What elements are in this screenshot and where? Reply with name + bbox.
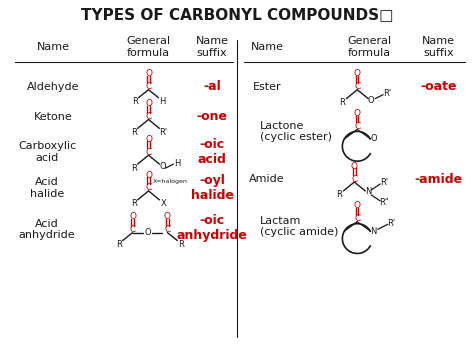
Text: C: C [354,122,360,131]
Text: Ester: Ester [253,82,281,92]
Text: -oic
anhydride: -oic anhydride [177,214,247,242]
Text: O: O [371,134,377,143]
Text: H: H [159,97,165,106]
Text: R: R [131,199,137,208]
Text: O: O [145,69,152,78]
Text: O: O [145,171,152,179]
Text: R': R' [380,178,388,187]
Text: Ketone: Ketone [34,111,73,122]
Text: C: C [146,183,152,193]
Text: Name
suffix: Name suffix [196,36,228,58]
Text: Acid
anhydride: Acid anhydride [19,219,75,241]
Text: -amide: -amide [415,173,463,186]
Text: O: O [351,162,358,171]
Text: R: R [116,240,122,249]
Text: O: O [164,212,171,221]
Text: General
formula: General formula [347,36,391,58]
Text: H: H [174,159,181,168]
Text: TYPES OF CARBONYL COMPOUNDS□: TYPES OF CARBONYL COMPOUNDS□ [81,7,393,22]
Text: Lactone
(cyclic ester): Lactone (cyclic ester) [260,120,332,142]
Text: R': R' [383,89,391,98]
Text: C: C [129,225,136,234]
Text: R: R [131,128,137,137]
Text: O: O [354,69,361,78]
Text: R': R' [159,128,167,137]
Text: X=halogen: X=halogen [153,178,188,183]
Text: O: O [354,109,361,118]
Text: C: C [146,148,152,157]
Text: R: R [178,240,184,249]
Text: R": R" [379,198,389,207]
Text: O: O [368,96,374,105]
Text: Acid
halide: Acid halide [30,177,64,199]
Text: Name: Name [36,42,70,52]
Text: N: N [365,187,372,197]
Text: Lactam
(cyclic amide): Lactam (cyclic amide) [260,216,338,237]
Text: C: C [146,112,152,121]
Text: R: R [337,190,342,199]
Text: C: C [146,82,152,91]
Text: -oic
acid: -oic acid [198,138,227,166]
Text: Name: Name [251,42,284,52]
Text: -one: -one [197,110,228,123]
Text: C: C [354,82,360,91]
Text: O: O [145,99,152,108]
Text: Aldehyde: Aldehyde [27,82,79,92]
Text: C: C [164,225,171,234]
Text: Amide: Amide [249,174,284,184]
Text: R': R' [388,219,396,228]
Text: O: O [144,228,151,237]
Text: -oate: -oate [420,80,457,93]
Text: General
formula: General formula [127,36,171,58]
Text: O: O [354,201,361,210]
Text: O: O [145,135,152,144]
Text: Name
suffix: Name suffix [422,36,456,58]
Text: O: O [159,162,166,171]
Text: O: O [129,212,136,221]
Text: -oyl
halide: -oyl halide [191,174,234,202]
Text: Carboxylic
acid: Carboxylic acid [18,142,76,163]
Text: C: C [354,214,360,223]
Text: -al: -al [203,80,221,93]
Text: X: X [161,199,166,208]
Text: N: N [371,227,377,236]
Text: R: R [339,98,346,107]
Text: R: R [132,97,137,106]
Text: C: C [351,174,357,183]
Text: R: R [131,163,137,173]
